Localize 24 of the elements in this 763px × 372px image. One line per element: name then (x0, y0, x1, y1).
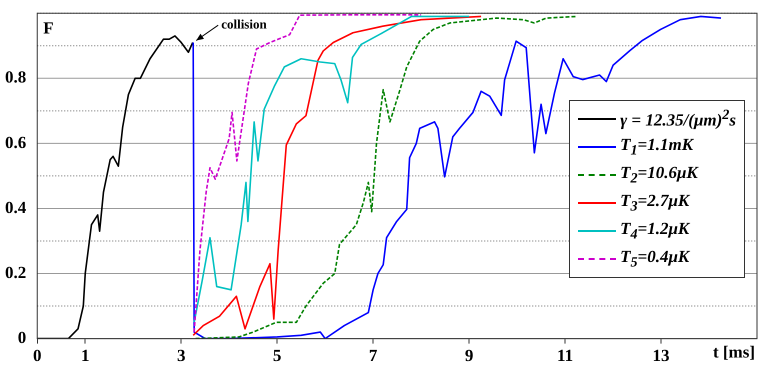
x-tick-label: 13 (652, 346, 670, 366)
x-tick-label: 11 (557, 346, 574, 366)
legend-label: T$_{4}$=1.2μK (620, 218, 690, 244)
x-tick-label: 9 (464, 346, 474, 366)
legend-label: γ = 12.35/(μm)$^{2}$s (620, 107, 736, 131)
y-tick-label: 0.2 (5, 262, 26, 282)
legend-label: T$_{2}$=10.6μK (620, 162, 698, 188)
line-series (193, 14, 422, 333)
legend-label: T$_{1}$=1.1mK (620, 134, 694, 160)
x-tick-label: 7 (368, 346, 378, 366)
y-tick-label: 0.6 (5, 132, 26, 152)
y-axis-title: F (43, 18, 54, 38)
x-tick-label: 1 (80, 346, 90, 366)
legend-label: T$_{5}$=0.4μK (620, 246, 690, 272)
line-series (194, 16, 578, 339)
y-tick-label: 0.4 (5, 198, 27, 217)
x-tick-label: 0 (33, 346, 42, 366)
x-tick-label: 5 (272, 346, 282, 366)
y-tick-label: 0 (18, 328, 26, 347)
legend-label: T$_{3}$=2.7μK (620, 190, 690, 216)
x-tick-label: 3 (176, 346, 186, 366)
x-axis-title: t [ms] (712, 342, 755, 362)
y-tick-label: 0.8 (5, 68, 26, 87)
annotation: collision (221, 16, 268, 32)
